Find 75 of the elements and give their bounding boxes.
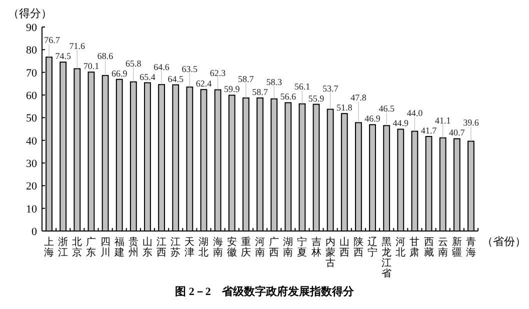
x-tick-label: 广西 (269, 236, 280, 258)
x-tick-label: 云南 (438, 237, 448, 258)
data-label: 66.9 (111, 68, 128, 78)
x-tick-label: 辽宁 (368, 236, 378, 258)
x-tick-label: 福建 (113, 236, 124, 258)
data-label: 46.5 (378, 104, 395, 114)
data-label: 56.6 (280, 92, 297, 102)
data-label: 58.7 (238, 74, 254, 84)
x-tick-label: 山东 (142, 236, 152, 258)
x-tick-label: 海南 (212, 236, 223, 258)
data-label: 39.6 (463, 118, 480, 128)
x-tick-label: 湖南 (283, 236, 294, 258)
x-tick-label: 贵州 (128, 236, 138, 258)
x-tick-label: 西藏 (424, 237, 434, 258)
data-label: 64.5 (168, 74, 184, 84)
x-tick-label: 安徽 (226, 236, 237, 258)
y-axis-title: （得分） (8, 8, 52, 20)
data-label: 58.3 (266, 76, 282, 87)
x-tick-label: 河北 (396, 236, 406, 258)
y-tick-label: 30 (26, 158, 38, 170)
x-tick-label: 江苏 (170, 236, 181, 258)
x-tick-label: 江西 (156, 236, 167, 258)
data-label: 53.7 (322, 83, 339, 94)
x-tick-label: 吉林 (310, 236, 322, 258)
x-tick-label: 上海 (44, 236, 54, 258)
x-tick-label: 北京 (72, 236, 82, 258)
data-label: 62.3 (210, 68, 226, 78)
data-label: 71.6 (69, 41, 86, 52)
x-tick-label: 天津 (184, 237, 195, 258)
x-tick-label: 宁夏 (297, 236, 308, 258)
x-tick-label: 浙江 (58, 236, 68, 258)
data-label: 51.8 (336, 102, 353, 113)
x-tick-label: 陕西 (353, 236, 364, 258)
data-label: 56.1 (294, 82, 310, 92)
y-tick-label: 20 (26, 180, 38, 193)
data-label: 74.5 (55, 51, 72, 62)
x-tick-label: 甘肃 (410, 236, 420, 258)
data-label: 41.7 (420, 125, 438, 136)
x-tick-label: 山西 (339, 236, 350, 258)
data-label: 68.6 (97, 51, 114, 62)
y-tick-label: 10 (26, 203, 38, 216)
y-tick-label: 80 (26, 44, 38, 57)
y-tick-label: 0 (32, 226, 38, 238)
data-label: 46.9 (364, 114, 381, 124)
text: 图 2－2 省级数字政府发展指数得分 (175, 285, 355, 298)
x-tick-label: 四川 (100, 237, 110, 258)
x-tick-label: 湖北 (198, 236, 209, 258)
data-label: 40.7 (449, 128, 466, 138)
data-label: 44.9 (392, 118, 410, 128)
data-label: 44.0 (406, 108, 424, 118)
data-label: 62.4 (196, 78, 212, 89)
x-tick-label: 新疆 (452, 236, 462, 258)
data-label: 41.1 (434, 115, 451, 126)
data-label: 65.8 (126, 58, 142, 68)
x-tick-label: 广东 (86, 236, 96, 258)
data-label: 70.1 (83, 61, 100, 72)
x-tick-label: 河南 (255, 236, 265, 258)
data-label: 58.7 (252, 86, 268, 97)
y-tick-label: 70 (26, 67, 38, 80)
data-label: 59.9 (224, 84, 240, 94)
data-label: 55.9 (308, 93, 325, 104)
y-tick-label: 40 (26, 135, 38, 148)
data-label: 47.8 (350, 92, 367, 103)
y-tick-label: 50 (26, 112, 38, 125)
x-axis-title: （省份） (482, 235, 526, 248)
data-label: 65.4 (140, 72, 156, 82)
data-label: 64.6 (154, 62, 170, 72)
x-tick-label: 青海 (466, 236, 476, 258)
x-tick-label: 内蒙古 (325, 236, 336, 269)
data-label: 76.7 (44, 35, 60, 46)
y-tick-label: 90 (26, 22, 38, 34)
x-tick-label: 重庆 (240, 236, 251, 258)
data-label: 63.5 (182, 64, 198, 74)
y-tick-label: 60 (26, 90, 38, 102)
x-tick-label: 黑龙江省 (382, 237, 392, 280)
